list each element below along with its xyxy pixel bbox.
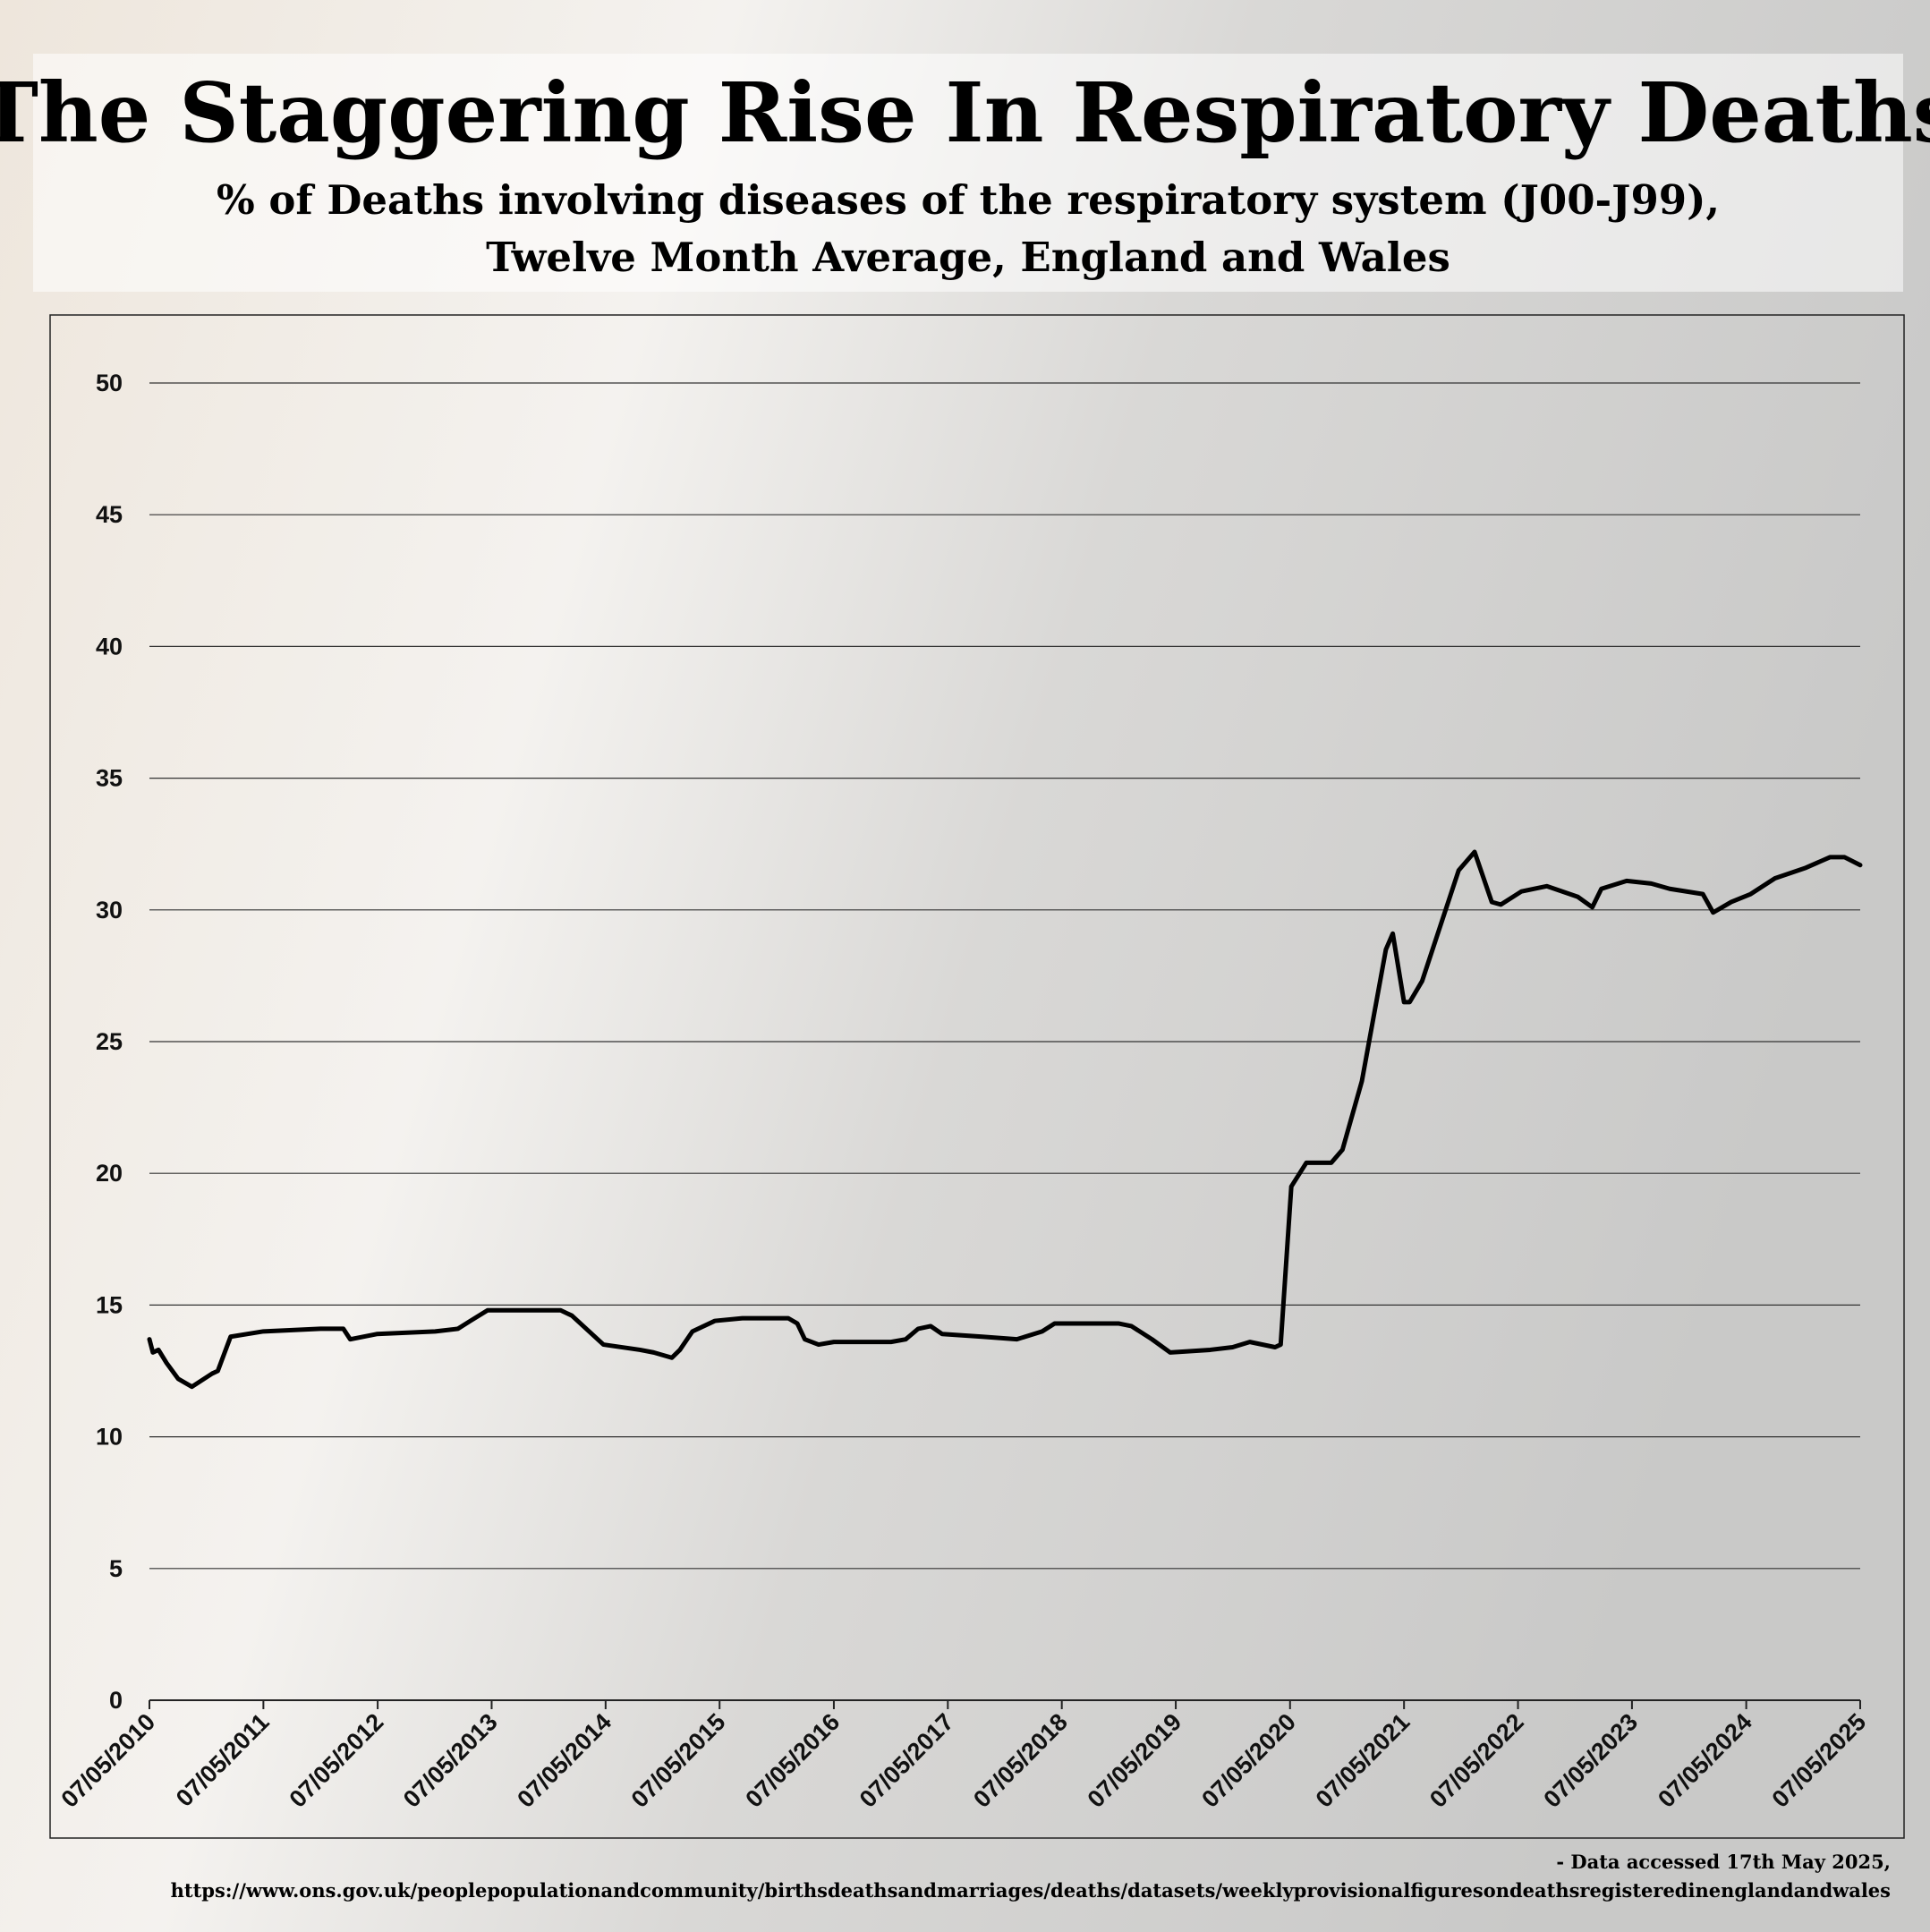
y-tick-label: 50 [96, 370, 123, 396]
plot-frame [49, 314, 1905, 1839]
chart-subtitle: % of Deaths involving diseases of the re… [217, 176, 1720, 224]
y-tick-label: 10 [96, 1424, 123, 1451]
y-tick-label: 5 [109, 1555, 123, 1582]
y-tick-label: 15 [96, 1291, 123, 1318]
y-tick-label: 25 [96, 1028, 123, 1055]
source-note: - Data accessed 17th May 2025, [1556, 1851, 1891, 1873]
chart-title: The Staggering Rise In Respiratory Death… [0, 64, 1930, 161]
y-tick-label: 35 [96, 765, 123, 792]
y-tick-label: 40 [96, 633, 123, 660]
y-tick-label: 45 [96, 501, 123, 528]
chart-subtitle: Twelve Month Average, England and Wales [486, 234, 1450, 281]
title-box [33, 54, 1903, 292]
y-tick-label: 0 [109, 1687, 123, 1714]
data-line [147, 849, 1863, 1390]
y-tick-label: 30 [96, 897, 123, 923]
y-tick-label: 20 [96, 1160, 123, 1187]
source-url: https://www.ons.gov.uk/peoplepopulationa… [171, 1879, 1891, 1902]
